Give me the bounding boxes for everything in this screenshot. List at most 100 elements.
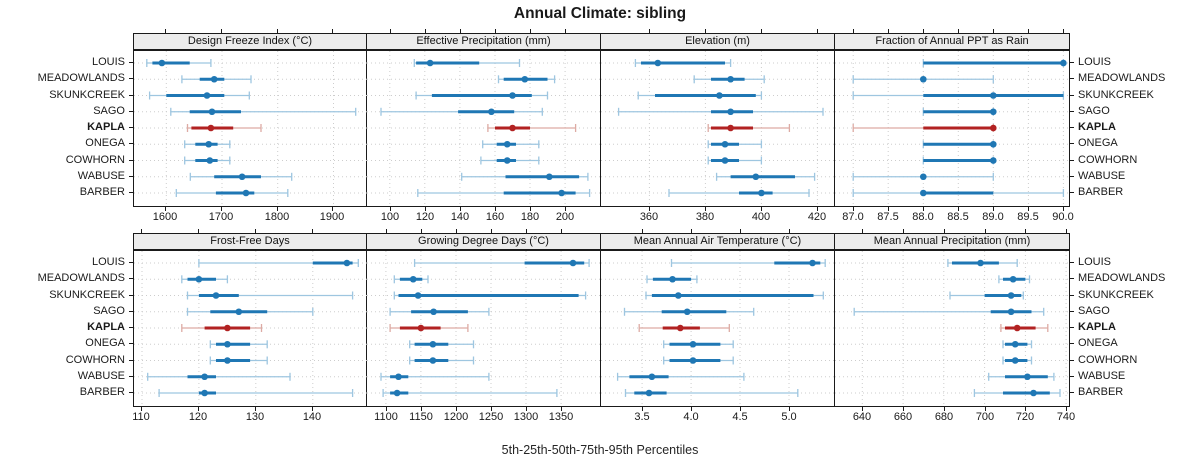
percentile-row-sago (380, 107, 543, 116)
plot-area (367, 250, 601, 407)
percentile-caption: 5th-25th-50th-75th-95th Percentiles (501, 443, 699, 457)
row-tick-right (1070, 359, 1074, 361)
axis-tick (705, 207, 706, 211)
percentile-row-meadowlands (181, 75, 252, 84)
site-label-left-wabuse: WABUSE (77, 169, 125, 182)
axis-tick (691, 229, 692, 233)
bottom-axis: 360 380 400 420 (601, 207, 835, 225)
median-dot (509, 92, 516, 99)
percentile-row-louis (922, 59, 1067, 67)
median-dot (990, 157, 997, 164)
median-dot (809, 259, 816, 267)
median-dot (409, 275, 417, 283)
site-label-right-sago: SAGO (1078, 304, 1110, 317)
row-tick-left (129, 294, 133, 296)
axis-tick (862, 229, 863, 233)
percentile-row-cowhorn (1002, 356, 1033, 365)
axis-tick (1066, 407, 1067, 411)
median-dot (1030, 389, 1037, 397)
axis-tick (390, 207, 391, 211)
site-label-left-louis: LOUIS (91, 56, 125, 68)
row-tick-right (1070, 375, 1074, 377)
axis-tick (740, 229, 741, 233)
percentile-row-wabuse (715, 172, 816, 181)
percentile-row-wabuse (461, 172, 589, 181)
top-axis-ticks (133, 28, 367, 33)
bottom-axis: 640 660 680 700 720 740 (835, 407, 1075, 425)
panel-strip-title: Frost-Free Days (210, 235, 290, 247)
site-label-left-wabuse: WABUSE (77, 369, 125, 382)
median-dot (1060, 59, 1067, 67)
axis-tick (491, 229, 492, 233)
axis-tick-label: 90.0 (1052, 211, 1074, 223)
median-dot (727, 75, 734, 83)
median-dot (990, 140, 997, 148)
site-label-right-cowhorn: COWHORN (1078, 353, 1138, 366)
percentile-row-barber (175, 189, 289, 197)
median-dot (758, 189, 765, 197)
percentile-row-cowhorn (480, 156, 540, 165)
top-axis-ticks (367, 228, 601, 233)
axis-tick-label: 1350 (548, 411, 574, 423)
percentile-row-wabuse (380, 372, 490, 381)
site-label-right-wabuse: WABUSE (1078, 169, 1126, 182)
axis-tick (141, 407, 142, 411)
panel-strip: Frost-Free Days (133, 233, 367, 250)
percentile-row-onega (209, 340, 268, 349)
axis-tick (165, 29, 166, 33)
median-dot (990, 108, 997, 116)
median-dot (212, 292, 220, 299)
row-tick-left (129, 62, 133, 63)
row-tick-left (129, 375, 133, 377)
row-tick-right (1070, 278, 1074, 280)
percentile-row-kapla (852, 124, 997, 132)
axis-tick (789, 407, 790, 411)
axis-tick-label: 1800 (264, 211, 290, 223)
plot-svg (835, 251, 1069, 406)
axis-tick (421, 407, 422, 411)
axis-tick (888, 29, 889, 33)
panel-strip-title: Growing Degree Days (°C) (418, 235, 549, 247)
axis-tick (923, 29, 924, 33)
median-dot (990, 92, 997, 99)
axis-tick-label: 400 (751, 211, 771, 223)
axis-tick-label: 5.0 (781, 411, 797, 423)
axis-tick (425, 207, 426, 211)
row-tick-right (1070, 62, 1074, 63)
row-tick-right (1070, 94, 1074, 96)
site-label-left-meadowlands: MEADOWLANDS (37, 72, 125, 85)
median-dot (721, 157, 729, 164)
median-dot (727, 124, 734, 132)
percentile-row-meadowlands (852, 75, 994, 84)
axis-tick-label: 1700 (208, 211, 234, 223)
axis-tick (526, 229, 527, 233)
percentile-row-kapla (638, 324, 730, 332)
percentile-row-onega (707, 140, 763, 149)
axis-tick-label: 4.5 (732, 411, 748, 423)
panel-strip-title: Mean Annual Air Temperature (°C) (633, 235, 802, 247)
median-dot (677, 324, 684, 332)
site-label-left-meadowlands: MEADOWLANDS (37, 272, 125, 285)
percentile-row-onega (663, 340, 734, 349)
axis-tick (386, 407, 387, 411)
median-dot (429, 357, 437, 364)
axis-tick-label: 1200 (443, 411, 469, 423)
percentile-row-sago (623, 307, 755, 316)
axis-tick-label: 4.0 (683, 411, 699, 423)
top-axis-ticks (601, 228, 835, 233)
percentile-row-wabuse (189, 172, 293, 181)
row-tick-left (129, 94, 133, 96)
percentile-row-barber (852, 189, 1065, 197)
percentile-row-sago (617, 107, 824, 116)
axis-tick (425, 29, 426, 33)
bottom-axis: 110 120 130 140 (132, 407, 367, 425)
percentile-row-skunkcreek (637, 91, 763, 100)
axis-tick (1028, 207, 1029, 211)
row-tick-left (129, 359, 133, 361)
site-label-left-skunkcreek: SKUNKCREEK (49, 88, 125, 101)
top-axis-ticks (835, 28, 1069, 33)
percentile-row-louis (634, 59, 732, 67)
percentile-row-kapla (487, 124, 577, 132)
site-label-left-onega: ONEGA (85, 337, 125, 350)
row-tick-left (129, 110, 133, 112)
